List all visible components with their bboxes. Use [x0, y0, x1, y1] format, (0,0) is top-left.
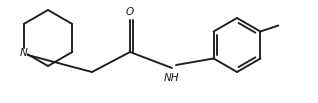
Text: N: N [20, 48, 28, 58]
Text: O: O [126, 7, 134, 17]
Text: NH: NH [163, 73, 179, 83]
